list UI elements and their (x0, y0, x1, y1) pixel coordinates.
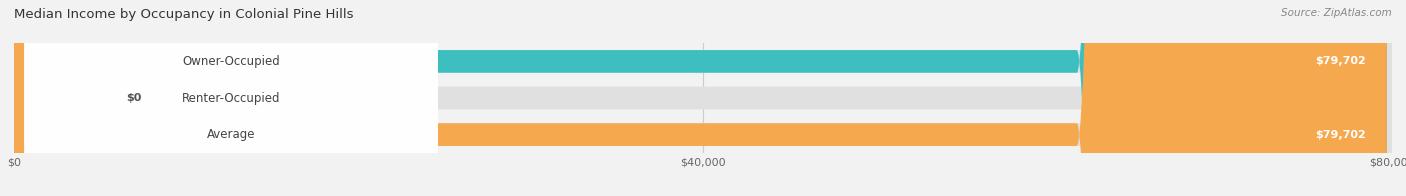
Text: Median Income by Occupancy in Colonial Pine Hills: Median Income by Occupancy in Colonial P… (14, 8, 353, 21)
FancyBboxPatch shape (24, 0, 437, 196)
FancyBboxPatch shape (14, 0, 1392, 196)
Text: Owner-Occupied: Owner-Occupied (183, 55, 280, 68)
FancyBboxPatch shape (14, 0, 1386, 196)
FancyBboxPatch shape (24, 0, 437, 196)
FancyBboxPatch shape (14, 0, 1392, 196)
Text: $0: $0 (127, 93, 142, 103)
Text: $79,702: $79,702 (1316, 130, 1367, 140)
FancyBboxPatch shape (14, 0, 91, 196)
FancyBboxPatch shape (14, 0, 1392, 196)
FancyBboxPatch shape (14, 0, 1386, 196)
Text: Renter-Occupied: Renter-Occupied (181, 92, 280, 104)
Text: $79,702: $79,702 (1316, 56, 1367, 66)
Text: Source: ZipAtlas.com: Source: ZipAtlas.com (1281, 8, 1392, 18)
Text: Average: Average (207, 128, 256, 141)
FancyBboxPatch shape (24, 0, 437, 196)
